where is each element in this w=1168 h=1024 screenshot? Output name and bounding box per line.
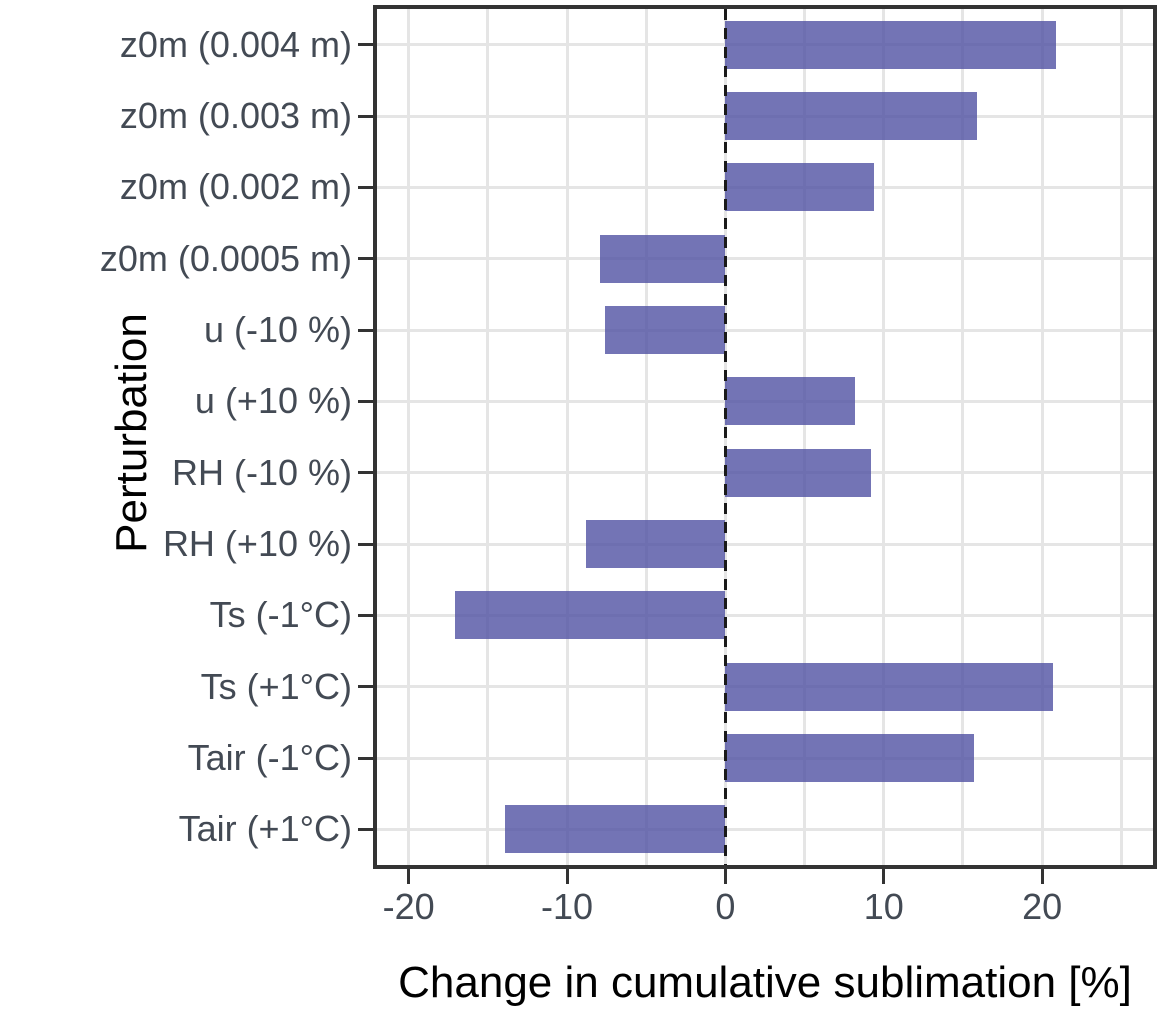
y-tick-mark [358,542,373,546]
y-axis-title: Perturbation [106,313,156,553]
x-tick-mark [407,869,411,884]
gridline-vertical [407,9,411,865]
bar-z0m-(0.003-m) [725,92,978,140]
bar-tair-(+1°c) [505,805,726,854]
gridline-horizontal [377,613,1153,617]
bar-z0m-(0.0005-m) [600,234,726,283]
bar-u-(-10-%) [605,306,726,354]
gridline-horizontal [377,542,1153,546]
category-label: RH (+10 %) [162,523,352,564]
y-tick-mark [358,43,373,47]
y-tick-mark [358,827,373,831]
bar-ts-(+1°c) [725,662,1054,711]
gridline-horizontal [377,328,1153,332]
y-tick-mark [358,613,373,617]
category-label: z0m (0.003 m) [119,95,352,136]
x-tick-mark [882,869,886,884]
gridline-vertical [1119,9,1123,865]
category-label: Ts (-1°C) [209,594,352,636]
category-label: u (-10 %) [203,309,352,350]
gridline-vertical [803,9,807,865]
y-tick-mark [358,471,373,475]
x-axis-title: Change in cumulative sublimation [%] [398,958,1132,1007]
gridline-horizontal [377,827,1153,831]
bar-z0m-(0.004-m) [725,20,1057,69]
gridline-vertical [644,9,648,865]
gridline-vertical [961,9,965,865]
bar-z0m-(0.002-m) [725,163,875,212]
category-label: Ts (+1°C) [200,665,352,707]
y-tick-mark [358,257,373,261]
category-label: Tair (-1°C) [187,737,352,778]
category-label: RH (-10 %) [171,451,352,493]
bar-ts-(-1°c) [454,591,726,640]
zero-reference-line [723,9,727,865]
y-tick-mark [358,114,373,118]
bar-rh-(+10-%) [586,520,726,568]
category-label: z0m (0.002 m) [119,166,352,208]
x-tick-label: -20 [382,886,435,927]
x-tick-mark [565,869,569,884]
gridline-vertical [1040,9,1044,865]
x-tick-label: -10 [541,886,594,927]
x-tick-mark [723,869,727,884]
y-tick-mark [358,756,373,760]
gridline-horizontal [377,257,1153,261]
bar-tair-(-1°c) [725,734,975,782]
y-tick-mark [358,685,373,689]
plot-panel [373,5,1157,869]
gridline-vertical [882,9,886,865]
gridline-vertical [486,9,490,865]
x-tick-mark [1040,869,1044,884]
category-label: u (+10 %) [194,380,352,422]
category-label: z0m (0.0005 m) [99,237,352,279]
bar-u-(+10-%) [725,377,856,426]
y-tick-mark [358,185,373,189]
x-tick-label: 20 [1022,886,1063,927]
y-tick-mark [358,328,373,332]
x-tick-label: 0 [715,886,736,927]
category-label: Tair (+1°C) [178,808,352,850]
category-label: z0m (0.004 m) [119,23,352,65]
y-tick-mark [358,399,373,403]
gridline-vertical [565,9,569,865]
x-tick-label: 10 [863,886,904,927]
bar-rh-(-10-%) [725,448,872,497]
